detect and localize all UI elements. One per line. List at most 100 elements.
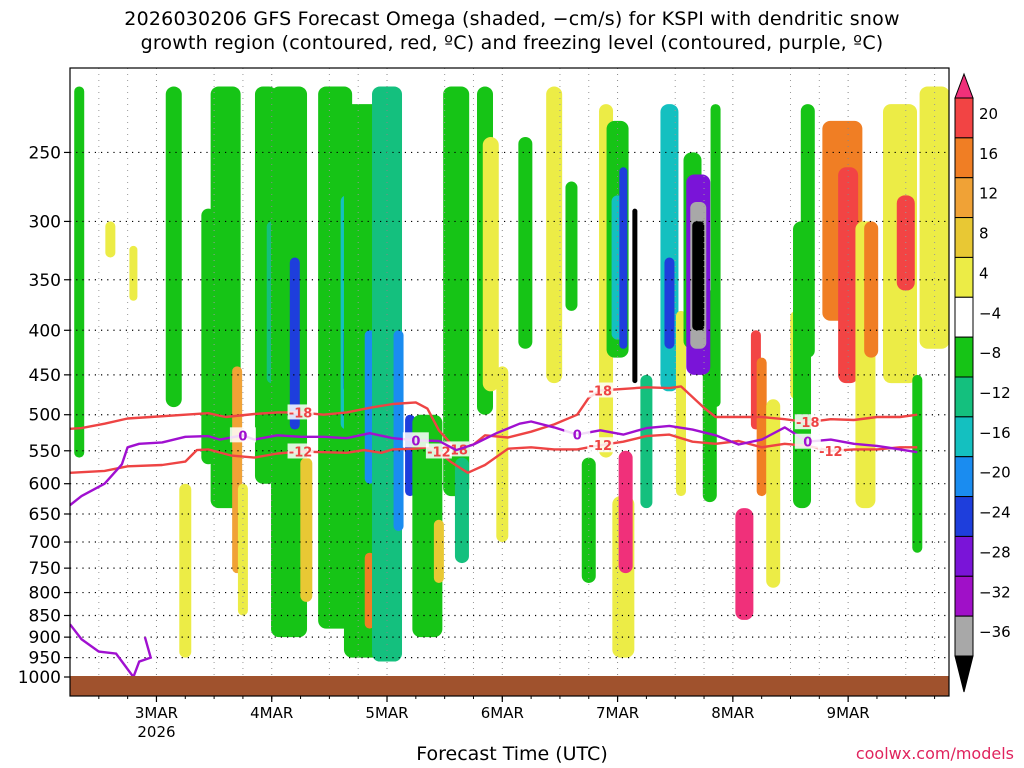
omega-shade-cell bbox=[129, 245, 138, 301]
omega-shade-cell bbox=[412, 414, 443, 638]
y-tick-label: 700 bbox=[29, 533, 61, 553]
colorbar-swatch bbox=[954, 336, 974, 378]
contour-label-bg bbox=[229, 427, 256, 443]
contour-label: -12 bbox=[589, 439, 613, 454]
x-tick-label: 6MAR bbox=[481, 704, 524, 722]
y-tick-label: 500 bbox=[29, 406, 61, 426]
colorbar-label: −36 bbox=[979, 623, 1011, 641]
colorbar-label: 16 bbox=[979, 145, 998, 163]
omega-shade-cell bbox=[664, 257, 675, 349]
colorbar-label: 20 bbox=[979, 105, 998, 123]
omega-shade-cell bbox=[619, 167, 628, 349]
contour-label-bg bbox=[425, 443, 452, 459]
omega-shade-cell bbox=[454, 457, 469, 564]
omega-shade-cell bbox=[105, 221, 116, 258]
colorbar-label: −20 bbox=[979, 464, 1011, 482]
omega-shade-cell bbox=[165, 86, 182, 408]
ground-surface bbox=[70, 676, 949, 696]
contour-layer: -18-18-18-18-12 -12 -12 -120 0 0 0 bbox=[70, 382, 918, 680]
y-tick-label: 300 bbox=[29, 212, 61, 232]
omega-shade-cell bbox=[838, 167, 859, 384]
omega-shade-cell bbox=[912, 374, 923, 553]
colorbar-swatch bbox=[954, 376, 974, 418]
y-tick-label: 400 bbox=[29, 321, 61, 341]
omega-shade-cell bbox=[692, 221, 705, 331]
contour-label: -12 bbox=[289, 445, 313, 460]
colorbar-label: −4 bbox=[979, 304, 1001, 322]
omega-shade-cell bbox=[632, 208, 638, 384]
x-tick-label: 5MAR bbox=[365, 704, 408, 722]
colorbar-label: 8 bbox=[979, 225, 989, 243]
chart-title-line-1: 2026030206 GFS Forecast Omega (shaded, −… bbox=[124, 8, 900, 30]
omega-shade-cell bbox=[919, 86, 949, 349]
x-tick-label: 4MAR bbox=[250, 704, 293, 722]
contour-label-bg bbox=[587, 382, 614, 398]
plot-frame bbox=[69, 67, 950, 697]
omega-shade-cell bbox=[271, 86, 308, 638]
contour-label-bg bbox=[817, 442, 844, 458]
colorbar-swatch bbox=[954, 416, 974, 458]
omega-shade-cell bbox=[179, 483, 192, 658]
y-tick-label: 1000 bbox=[18, 668, 61, 688]
contour-label: -18 bbox=[796, 416, 820, 431]
colorbar-swatch bbox=[954, 137, 974, 179]
y-tick-label: 900 bbox=[29, 628, 61, 648]
colorbar: 20 16 12 8 4 −4 −8 −12 −16 −20 −24 −28 −32 −36 bbox=[954, 72, 1011, 693]
omega-shade-cell bbox=[443, 86, 470, 497]
colorbar-label: 4 bbox=[979, 264, 989, 282]
colorbar-swatch bbox=[954, 177, 974, 219]
colorbar-label: −12 bbox=[979, 384, 1011, 402]
omega-shade-cell bbox=[518, 136, 533, 349]
contour-line bbox=[70, 385, 918, 451]
colorbar-swatch bbox=[954, 97, 974, 139]
y-tick-label: 600 bbox=[29, 475, 61, 495]
omega-shade-cell bbox=[74, 86, 85, 458]
y-tick-label: 950 bbox=[29, 649, 61, 669]
x-tick-label: 8MAR bbox=[711, 704, 754, 722]
omega-shade-cell bbox=[289, 257, 300, 430]
omega-shade-cell bbox=[565, 181, 578, 311]
contour-label: -18 bbox=[589, 384, 613, 399]
colorbar-label: −32 bbox=[979, 583, 1011, 601]
colorbar-bottom-arrow bbox=[954, 655, 974, 693]
contour-label-bg bbox=[287, 443, 314, 459]
contour-line bbox=[70, 420, 918, 507]
colorbar-swatch bbox=[954, 256, 974, 298]
omega-shade-cell bbox=[756, 357, 767, 497]
contour-label: 0 bbox=[803, 436, 812, 451]
contour-line bbox=[70, 623, 153, 680]
colorbar-top-arrow bbox=[954, 72, 974, 99]
omega-shade-cell bbox=[433, 519, 444, 583]
contour-label-bg bbox=[587, 437, 614, 453]
contour-label: -12 bbox=[427, 445, 451, 460]
colorbar-swatch bbox=[954, 615, 974, 657]
omega-shade-cell bbox=[675, 310, 686, 497]
contour-label-bg bbox=[402, 432, 429, 448]
contour-label: -18 bbox=[289, 406, 313, 421]
x-tick-label: 7MAR bbox=[596, 704, 639, 722]
omega-shade-cell bbox=[482, 136, 499, 392]
y-tick-label: 250 bbox=[29, 143, 61, 163]
contour-label: -12 bbox=[819, 445, 843, 460]
contour-label: 0 bbox=[411, 434, 420, 449]
omega-shade-cell bbox=[640, 374, 653, 509]
contour-label-bg bbox=[287, 404, 314, 420]
omega-shade-cell bbox=[793, 221, 812, 509]
colorbar-swatch bbox=[954, 496, 974, 537]
credit-link[interactable]: coolwx.com/models bbox=[855, 744, 1014, 763]
omega-shading-layer bbox=[74, 86, 949, 662]
y-tick-label: 650 bbox=[29, 505, 61, 525]
y-tick-label: 350 bbox=[29, 271, 61, 291]
chart-title-line-2: growth region (contoured, red, ºC) and f… bbox=[140, 32, 884, 54]
y-tick-label: 750 bbox=[29, 559, 61, 579]
omega-shade-cell bbox=[710, 104, 721, 408]
contour-label-bg bbox=[794, 414, 821, 430]
x-tick-label: 3MAR bbox=[135, 704, 178, 722]
colorbar-label: −24 bbox=[979, 504, 1011, 522]
pressure-axis: 2503003504004505005506006507007508008509… bbox=[18, 143, 70, 688]
y-tick-label: 800 bbox=[29, 584, 61, 604]
contour-label-bg bbox=[564, 426, 591, 442]
y-tick-label: 450 bbox=[29, 366, 61, 386]
x-tick-sublabel: 2026 bbox=[137, 723, 175, 741]
